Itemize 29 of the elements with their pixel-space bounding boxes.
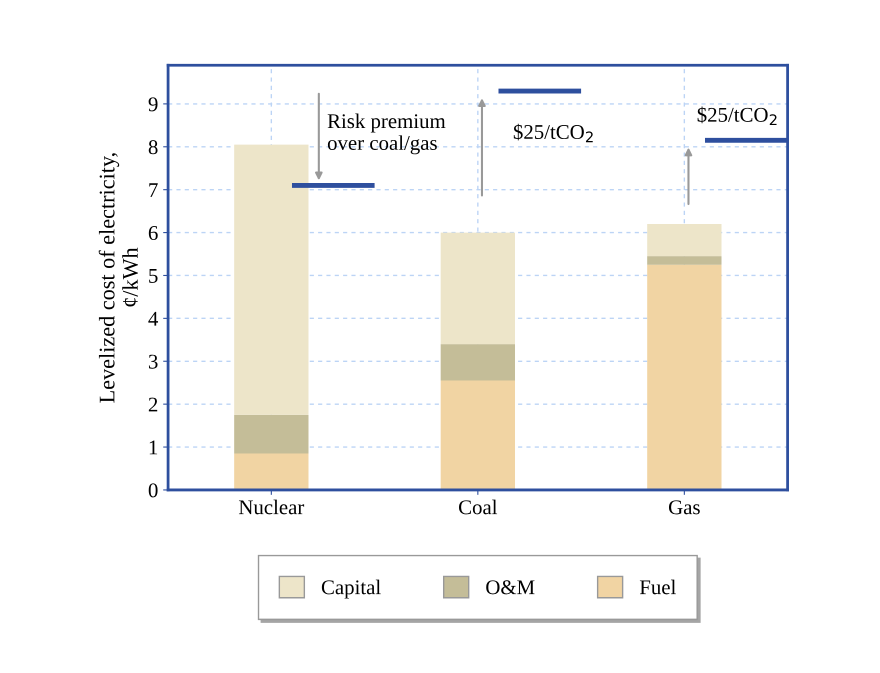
annotation: $25/tCO$_{2}$ (698, 106, 777, 126)
y-tick-label: 3 (148, 354, 158, 369)
y-tick-label: 5 (149, 269, 158, 283)
y-tick-label: 2 (148, 398, 158, 412)
bar (234, 453, 309, 490)
x-tick-label: Nuclear (238, 500, 304, 514)
bar (234, 414, 309, 454)
bar (647, 224, 722, 256)
x-tick-label: Coal (459, 500, 498, 514)
bar (234, 144, 309, 415)
bar (440, 344, 516, 381)
bar (440, 232, 516, 344)
y-axis-title: Levelized cost of electricity, ¢/kWh (98, 153, 138, 403)
annotation: $25/tCO$_{2}$ (514, 124, 593, 142)
annotation: Risk premium over coal/gas (328, 114, 446, 154)
y-tick-label: 8 (148, 140, 158, 154)
y-tick-label: 6 (148, 226, 158, 240)
y-tick-label: 9 (148, 97, 158, 112)
bar (647, 256, 722, 265)
legend-label: Fuel (640, 580, 676, 594)
legend-label: Capital (322, 580, 381, 599)
y-tick-label: 0 (148, 483, 158, 498)
y-tick-label: 4 (148, 312, 158, 326)
x-tick-label: Gas (669, 500, 700, 514)
legend-label: O&M (486, 580, 535, 594)
y-tick-label: 1 (150, 440, 158, 454)
bar (647, 264, 722, 490)
y-tick-label: 7 (149, 183, 158, 197)
bar (440, 380, 516, 490)
